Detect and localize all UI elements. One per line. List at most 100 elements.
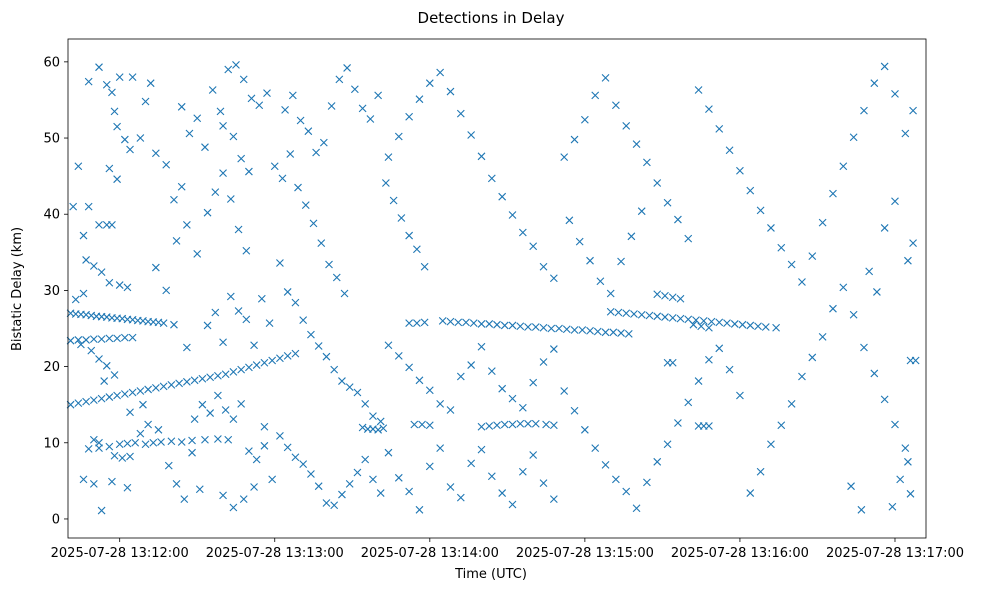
data-point (746, 186, 755, 195)
data-point (787, 400, 796, 408)
data-point (131, 438, 140, 447)
data-point (549, 274, 558, 283)
data-point (268, 475, 277, 484)
data-point (232, 61, 240, 69)
data-point (787, 260, 796, 269)
data-point (162, 286, 171, 295)
data-point (237, 400, 246, 408)
data-point (245, 447, 253, 456)
data-point (322, 352, 331, 361)
data-point (113, 334, 121, 343)
data-point (97, 506, 106, 515)
data-point (105, 164, 114, 173)
data-point (389, 196, 398, 205)
data-point (234, 225, 243, 234)
data-point (539, 358, 548, 366)
data-point (756, 467, 765, 476)
data-point (190, 415, 199, 424)
data-point (276, 432, 284, 440)
data-point (415, 95, 424, 104)
y-axis-label: Bistatic Delay (km) (10, 227, 25, 351)
data-point (276, 259, 284, 267)
data-point (630, 310, 638, 318)
data-point (596, 277, 605, 286)
data-point (283, 352, 292, 360)
data-point (606, 289, 615, 298)
data-point (531, 323, 540, 331)
data-point (87, 346, 96, 355)
data-point (668, 313, 677, 322)
data-point (498, 489, 507, 497)
data-point (97, 394, 106, 403)
data-point (562, 325, 571, 334)
data-point (477, 152, 486, 161)
data-point (208, 86, 217, 94)
data-point (394, 473, 403, 482)
data-point (500, 321, 509, 330)
data-point (332, 273, 341, 282)
data-point (201, 143, 209, 152)
data-point (645, 311, 654, 320)
data-point (115, 73, 124, 81)
data-point (668, 358, 677, 367)
data-point (374, 425, 383, 434)
data-point (888, 502, 897, 511)
data-point (632, 504, 641, 513)
data-point (446, 317, 455, 326)
data-point (105, 442, 114, 451)
data-point (177, 182, 186, 191)
data-point (617, 257, 625, 266)
data-point (381, 179, 390, 187)
data-point (229, 415, 238, 424)
data-point (674, 215, 682, 224)
data-point (206, 373, 215, 382)
data-point (314, 342, 323, 350)
data-point (379, 424, 388, 433)
data-point (245, 363, 253, 372)
data-point (340, 289, 349, 298)
data-point (586, 326, 594, 335)
data-point (508, 394, 517, 403)
data-point (82, 256, 90, 264)
data-point (668, 293, 677, 302)
data-point (627, 232, 636, 241)
data-point (715, 125, 724, 133)
data-point (229, 132, 238, 141)
data-point (593, 327, 602, 336)
data-point (467, 459, 476, 468)
data-point (84, 77, 93, 86)
data-point (736, 391, 744, 400)
data-point (661, 313, 669, 321)
data-point (141, 440, 150, 449)
data-points (66, 61, 920, 515)
data-point (725, 365, 734, 374)
data-point (286, 150, 295, 158)
data-point (221, 406, 230, 414)
data-point (203, 208, 212, 217)
data-point (436, 68, 445, 77)
data-point (798, 278, 806, 286)
data-point (454, 318, 463, 327)
data-point (84, 202, 93, 211)
data-point (193, 114, 202, 123)
data-point (157, 438, 165, 446)
data-point (120, 333, 129, 342)
data-point (516, 322, 525, 331)
data-point (405, 112, 414, 121)
data-point (182, 377, 191, 386)
data-point (376, 489, 385, 497)
data-point (578, 326, 587, 334)
data-point (105, 334, 114, 343)
data-point (345, 480, 354, 488)
data-point (361, 400, 370, 408)
data-point (705, 105, 713, 113)
data-point (265, 319, 274, 328)
data-point (818, 332, 827, 341)
data-point (412, 319, 421, 328)
data-point (185, 129, 194, 138)
data-point (699, 316, 708, 325)
data-point (126, 145, 134, 154)
y-tick-label: 10 (43, 436, 60, 451)
data-point (570, 326, 579, 334)
data-point (110, 107, 119, 116)
